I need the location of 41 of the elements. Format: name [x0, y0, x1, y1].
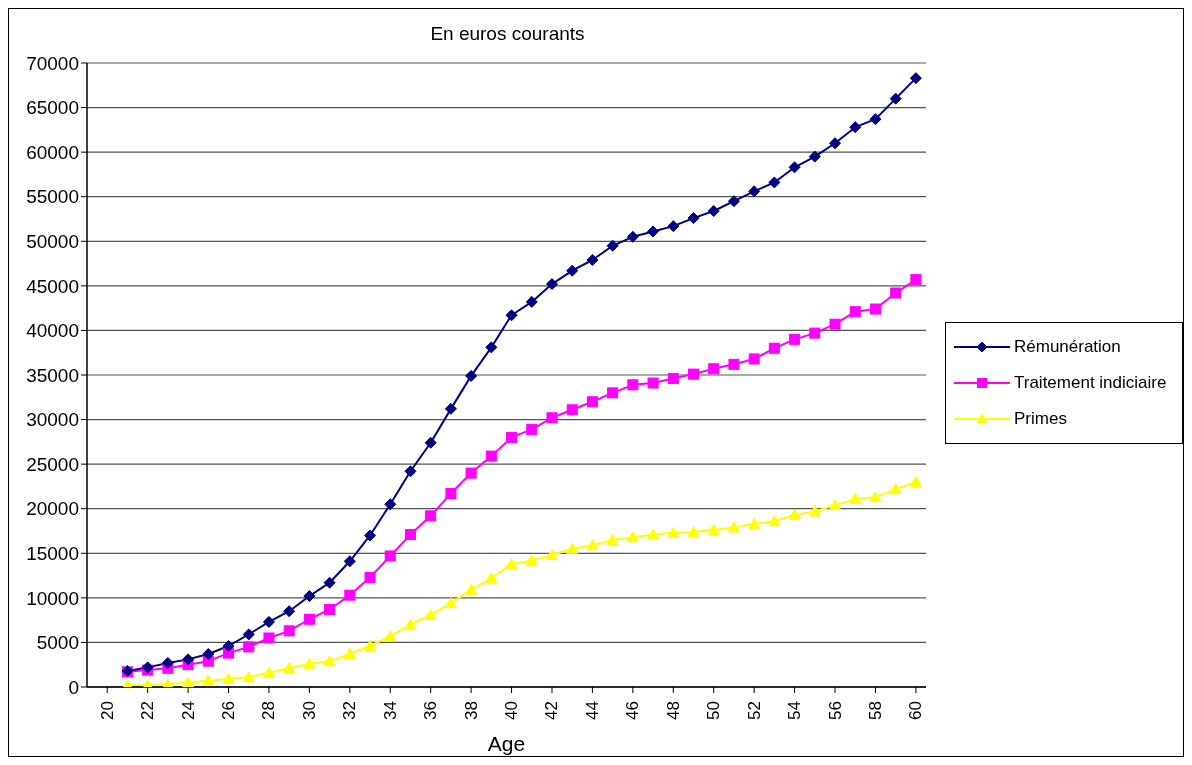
x-tick-label: 40 — [502, 701, 522, 720]
x-tick-label: 30 — [299, 701, 319, 720]
y-tick-label: 40000 — [26, 320, 79, 342]
x-tick-label: 32 — [340, 701, 360, 720]
x-tick-label: 58 — [865, 701, 885, 720]
x-tick-label: 50 — [704, 701, 724, 720]
x-tick-label: 54 — [785, 701, 805, 720]
x-tick-label: 34 — [380, 701, 400, 720]
x-tick-label: 42 — [542, 701, 562, 720]
x-tick-label: 48 — [663, 701, 683, 720]
x-tick-label: 24 — [178, 701, 198, 720]
y-tick-label: 0 — [68, 676, 79, 698]
y-tick-label: 10000 — [26, 587, 79, 609]
x-axis-title: Age — [487, 732, 526, 755]
y-tick-label: 45000 — [26, 275, 79, 297]
x-tick-label: 26 — [219, 701, 239, 720]
y-tick-label: 65000 — [26, 97, 79, 119]
x-tick-label: 38 — [461, 701, 481, 720]
legend-label: Primes — [1014, 408, 1067, 429]
y-tick-label: 15000 — [26, 543, 79, 565]
x-tick-label: 46 — [623, 701, 643, 720]
legend-label: Traitement indiciaire — [1014, 372, 1167, 393]
x-tick-label: 36 — [421, 701, 441, 720]
y-tick-label: 20000 — [26, 498, 79, 520]
y-tick-label: 70000 — [26, 52, 79, 74]
y-tick-label: 35000 — [26, 364, 79, 386]
legend-label: Rémunération — [1014, 336, 1121, 357]
y-tick-label: 55000 — [26, 186, 79, 208]
x-tick-label: 60 — [906, 701, 926, 720]
x-tick-label: 52 — [744, 701, 764, 720]
x-tick-label: 44 — [582, 701, 602, 720]
x-tick-label: 22 — [138, 701, 158, 720]
y-tick-label: 25000 — [26, 453, 79, 475]
x-tick-label: 28 — [259, 701, 279, 720]
y-tick-label: 30000 — [26, 409, 79, 431]
y-tick-label: 5000 — [36, 632, 79, 654]
y-tick-label: 50000 — [26, 231, 79, 253]
chart-title: En euros courants — [429, 23, 586, 45]
x-tick-label: 56 — [825, 701, 845, 720]
x-tick-label: 20 — [97, 701, 117, 720]
y-tick-label: 60000 — [26, 141, 79, 163]
